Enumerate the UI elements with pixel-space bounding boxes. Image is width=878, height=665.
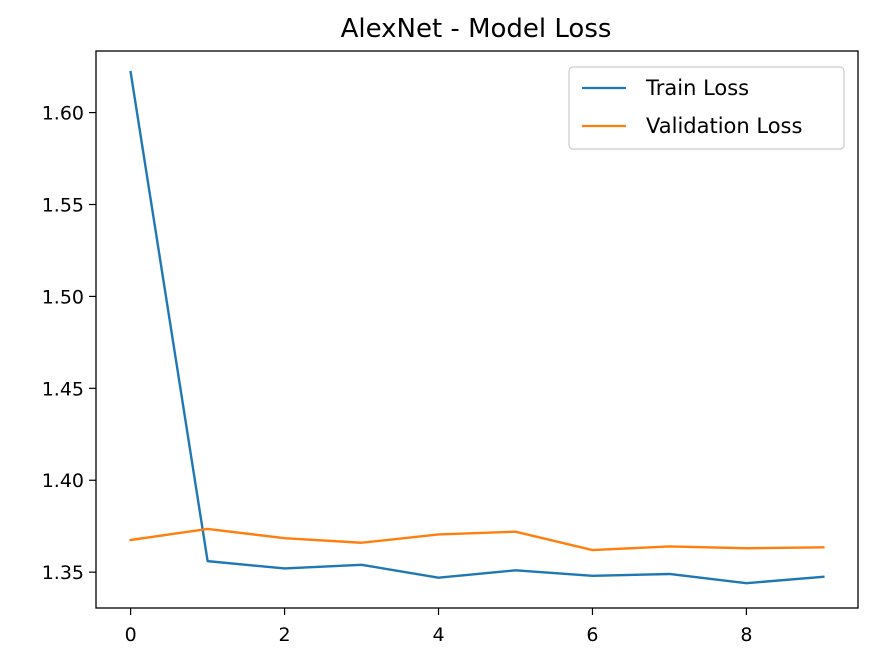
y-tick-label: 1.50 [42, 286, 84, 308]
y-tick-label: 1.35 [42, 562, 84, 584]
y-tick-label: 1.45 [42, 378, 84, 400]
x-tick-label: 4 [432, 624, 444, 646]
legend-validation-label: Validation Loss [646, 114, 802, 138]
x-tick-label: 6 [586, 624, 598, 646]
series-line-train-loss [129, 70, 825, 585]
series-line-validation-loss [129, 527, 825, 552]
y-tick-label: 1.40 [42, 470, 84, 492]
y-tick-label: 1.55 [42, 194, 84, 216]
plot-frame [95, 50, 859, 609]
chart-title: AlexNet - Model Loss [341, 14, 612, 44]
x-tick-label: 0 [125, 624, 137, 646]
legend: Train Loss Validation Loss [568, 66, 845, 150]
legend-train-label: Train Loss [645, 76, 749, 100]
y-tick-label: 1.60 [42, 103, 84, 125]
series-layer [129, 70, 825, 585]
legend-box [568, 66, 845, 150]
x-tick-label: 2 [279, 624, 291, 646]
ticks-layer: 0 2 4 6 8 1.35 1.40 1.45 1.50 1.55 1.60 [42, 103, 753, 646]
x-tick-label: 8 [740, 624, 752, 646]
